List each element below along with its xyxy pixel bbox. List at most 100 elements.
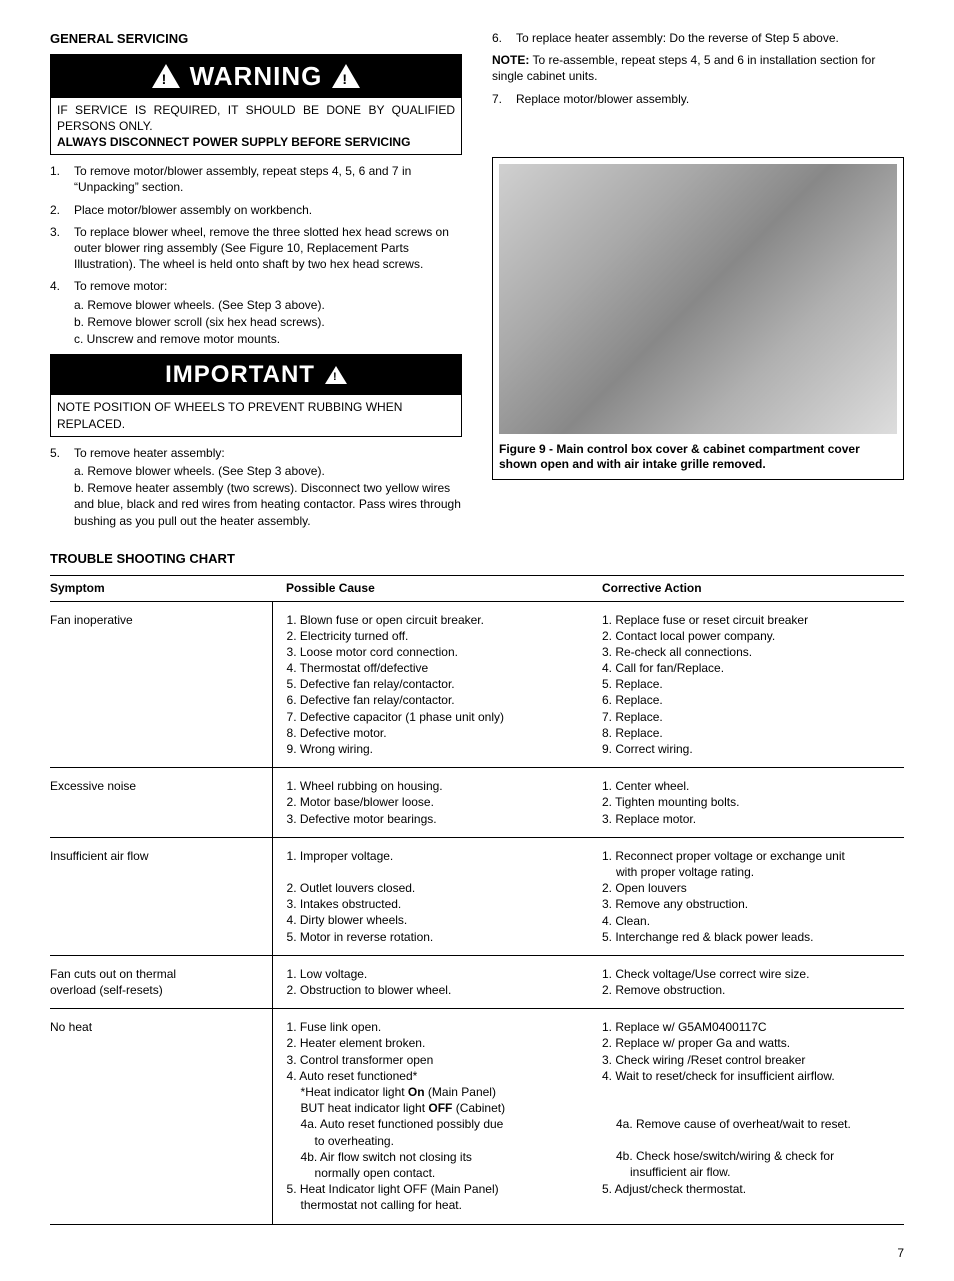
cell-line: 5. Interchange red & black power leads. — [602, 929, 898, 945]
cell-line: 8. Replace. — [602, 725, 898, 741]
cell-line: 2. Electricity turned off. — [287, 628, 582, 644]
cell-line: 5. Replace. — [602, 676, 898, 692]
step-number: 3. — [50, 224, 74, 273]
step-item: 5.To remove heater assembly:a. Remove bl… — [50, 445, 462, 530]
table-row: Excessive noise 1. Wheel rubbing on housi… — [50, 768, 904, 838]
cell-line: Excessive noise — [50, 778, 262, 794]
note-line: NOTE: To re-assemble, repeat steps 4, 5 … — [492, 52, 904, 84]
symptom-cell: No heat — [50, 1009, 272, 1224]
step-number: 1. — [50, 163, 74, 195]
symptom-cell: Insufficient air flow — [50, 837, 272, 955]
cell-line: 1. Blown fuse or open circuit breaker. — [287, 612, 582, 628]
right-steps-1: 6.To replace heater assembly: Do the rev… — [492, 30, 904, 46]
step-number: 6. — [492, 30, 516, 46]
cell-line: 8. Defective motor. — [287, 725, 582, 741]
cell-line: 9. Correct wiring. — [602, 741, 898, 757]
substep: b. Remove blower scroll (six hex head sc… — [74, 314, 462, 330]
important-box: IMPORTANT NOTE POSITION OF WHEELS TO PRE… — [50, 354, 462, 437]
cell-line: 5. Defective fan relay/contactor. — [287, 676, 582, 692]
action-cell: 1. Center wheel.2. Tighten mounting bolt… — [588, 768, 904, 838]
step-item: 1.To remove motor/blower assembly, repea… — [50, 163, 462, 195]
step-item: 6.To replace heater assembly: Do the rev… — [492, 30, 904, 46]
cell-line: 2. Outlet louvers closed. — [287, 880, 582, 896]
step-number: 5. — [50, 445, 74, 530]
cell-line: 2. Open louvers — [602, 880, 898, 896]
cell-line: 4. Dirty blower wheels. — [287, 912, 582, 928]
cell-line: 4. Wait to reset/check for insufficient … — [602, 1068, 898, 1084]
cell-line: 3. Check wiring /Reset control breaker — [602, 1052, 898, 1068]
note-text: To re-assemble, repeat steps 4, 5 and 6 … — [492, 53, 875, 83]
step-item: 4.To remove motor:a. Remove blower wheel… — [50, 278, 462, 348]
cell-line: 5. Adjust/check thermostat. — [602, 1181, 898, 1197]
cell-line: 5. Heat Indicator light OFF (Main Panel) — [287, 1181, 582, 1197]
cause-cell: 1. Improper voltage. 2. Outlet louvers cl… — [272, 837, 588, 955]
warning-header: WARNING — [51, 55, 461, 98]
action-cell: 1. Check voltage/Use correct wire size.2… — [588, 955, 904, 1008]
general-servicing-title: GENERAL SERVICING — [50, 30, 462, 48]
cause-cell: 1. Blown fuse or open circuit breaker.2.… — [272, 601, 588, 768]
step-number: 4. — [50, 278, 74, 348]
cell-line: 4. Auto reset functioned* — [287, 1068, 582, 1084]
cell-line: 7. Defective capacitor (1 phase unit onl… — [287, 709, 582, 725]
step-item: 7.Replace motor/blower assembly. — [492, 91, 904, 107]
note-prefix: NOTE: — [492, 53, 529, 67]
substep: c. Unscrew and remove motor mounts. — [74, 331, 462, 347]
important-body: NOTE POSITION OF WHEELS TO PREVENT RUBBI… — [51, 395, 461, 435]
cell-line: 4. Call for fan/Replace. — [602, 660, 898, 676]
cell-line: 4b. Check hose/switch/wiring & check for — [602, 1148, 898, 1164]
right-steps-2: 7.Replace motor/blower assembly. — [492, 91, 904, 107]
cell-line: 4a. Remove cause of overheat/wait to res… — [602, 1116, 898, 1132]
cell-line: 5. Motor in reverse rotation. — [287, 929, 582, 945]
symptom-cell: Fan inoperative — [50, 601, 272, 768]
cell-line: 4. Clean. — [602, 913, 898, 929]
warning-text-2: ALWAYS DISCONNECT POWER SUPPLY BEFORE SE… — [57, 134, 455, 150]
step-item: 2.Place motor/blower assembly on workben… — [50, 202, 462, 218]
step-content: To remove motor:a. Remove blower wheels.… — [74, 278, 462, 348]
cell-line: 6. Replace. — [602, 692, 898, 708]
cell-line: 1. Improper voltage. — [287, 848, 582, 864]
cell-line: Fan inoperative — [50, 612, 262, 628]
step-content: To remove heater assembly:a. Remove blow… — [74, 445, 462, 530]
cell-line: 1. Fuse link open. — [287, 1019, 582, 1035]
substep: a. Remove blower wheels. (See Step 3 abo… — [74, 463, 462, 479]
cell-line: overload (self-resets) — [50, 982, 262, 998]
cell-line: 3. Defective motor bearings. — [287, 811, 582, 827]
cell-line: 3. Re-check all connections. — [602, 644, 898, 660]
table-row: Fan inoperative 1. Blown fuse or open cir… — [50, 601, 904, 768]
warning-triangle-icon — [152, 64, 180, 88]
symptom-cell: Fan cuts out on thermaloverload (self-re… — [50, 955, 272, 1008]
cell-line: 4b. Air flow switch not closing its — [287, 1149, 582, 1165]
step-number: 7. — [492, 91, 516, 107]
cell-line: 4. Thermostat off/defective — [287, 660, 582, 676]
servicing-steps-1: 1.To remove motor/blower assembly, repea… — [50, 163, 462, 348]
cell-line: Insufficient air flow — [50, 848, 262, 864]
cell-line: No heat — [50, 1019, 262, 1035]
cell-line: insufficient air flow. — [602, 1164, 898, 1180]
warning-box: WARNING IF SERVICE IS REQUIRED, IT SHOUL… — [50, 54, 462, 156]
page-number: 7 — [50, 1245, 904, 1261]
warning-triangle-icon — [332, 64, 360, 88]
figure-9-box: Figure 9 - Main control box cover & cabi… — [492, 157, 904, 480]
figure-9-image — [499, 164, 897, 434]
cause-cell: 1. Low voltage.2. Obstruction to blower … — [272, 955, 588, 1008]
action-cell: 1. Replace fuse or reset circuit breaker… — [588, 601, 904, 768]
substep: b. Remove heater assembly (two screws). … — [74, 480, 462, 529]
left-column: GENERAL SERVICING WARNING IF SERVICE IS … — [50, 30, 462, 536]
servicing-steps-2: 5.To remove heater assembly:a. Remove bl… — [50, 445, 462, 530]
troubleshoot-table: Symptom Possible Cause Corrective Action… — [50, 575, 904, 1224]
th-cause: Possible Cause — [272, 576, 588, 601]
step-number: 2. — [50, 202, 74, 218]
warning-body: IF SERVICE IS REQUIRED, IT SHOULD BE DON… — [51, 98, 461, 155]
table-row: Fan cuts out on thermaloverload (self-re… — [50, 955, 904, 1008]
step-sublist: a. Remove blower wheels. (See Step 3 abo… — [74, 297, 462, 348]
cause-cell: 1. Wheel rubbing on housing.2. Motor bas… — [272, 768, 588, 838]
figure-9-caption: Figure 9 - Main control box cover & cabi… — [499, 442, 897, 473]
important-triangle-icon — [325, 366, 347, 384]
cell-line: *Heat indicator light On (Main Panel) — [287, 1084, 582, 1100]
warning-text-1: IF SERVICE IS REQUIRED, IT SHOULD BE DON… — [57, 102, 455, 134]
step-content: To replace heater assembly: Do the rever… — [516, 30, 904, 46]
table-row: Insufficient air flow 1. Improper voltage… — [50, 837, 904, 955]
cell-line: 1. Reconnect proper voltage or exchange … — [602, 848, 898, 864]
cell-line: 6. Defective fan relay/contactor. — [287, 692, 582, 708]
step-item: 3.To replace blower wheel, remove the th… — [50, 224, 462, 273]
